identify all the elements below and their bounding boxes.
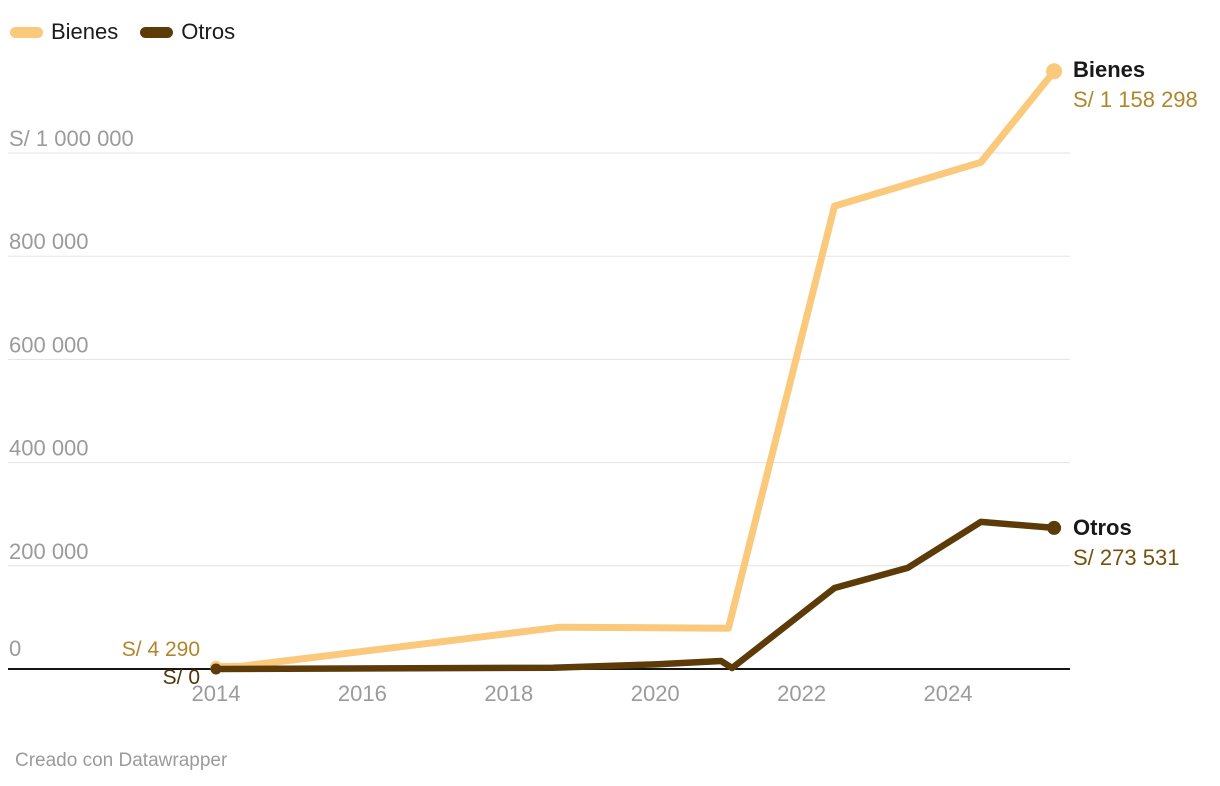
series-end-value-bienes: S/ 1 158 298 — [1073, 87, 1198, 112]
data-point-end-otros[interactable] — [1047, 520, 1062, 535]
y-axis-tick-label: 0 — [9, 636, 21, 661]
x-axis-tick-label: 2020 — [631, 681, 680, 706]
legend: Bienes Otros — [10, 19, 235, 45]
legend-label-otros: Otros — [181, 19, 236, 44]
series-start-label-otros: S/ 0 — [162, 666, 200, 689]
series-end-name-otros: Otros — [1073, 515, 1132, 540]
series-end-name-bienes: Bienes — [1073, 57, 1146, 82]
x-axis-tick-label: 2016 — [338, 681, 387, 706]
legend-swatch-bienes — [10, 26, 43, 38]
data-point-start-otros[interactable] — [210, 663, 222, 675]
series-start-label-bienes: S/ 4 290 — [121, 638, 200, 661]
y-axis-tick-label: 200 000 — [9, 539, 89, 564]
legend-item-otros: Otros — [140, 19, 235, 45]
series-line-bienes[interactable] — [212, 67, 1058, 671]
series-end-label-otros: Otros S/ 273 531 — [1073, 513, 1179, 573]
y-axis-tick-label: 800 000 — [9, 229, 89, 254]
datawrapper-credit[interactable]: Creado con Datawrapper — [15, 750, 228, 771]
x-axis-tick-label: 2024 — [924, 681, 973, 706]
y-axis-tick-label: 400 000 — [9, 436, 89, 461]
legend-swatch-otros — [140, 26, 174, 38]
data-point-end-bienes[interactable] — [1046, 63, 1063, 80]
x-axis-tick-label: 2014 — [192, 681, 241, 706]
y-axis-tick-label: 600 000 — [9, 332, 89, 357]
series-end-label-bienes: Bienes S/ 1 158 298 — [1073, 55, 1198, 115]
series-end-value-otros: S/ 273 531 — [1073, 545, 1180, 570]
series-line-otros[interactable] — [212, 518, 1058, 673]
y-axis-tick-label: S/ 1 000 000 — [9, 126, 134, 151]
x-axis-tick-label: 2018 — [484, 681, 533, 706]
legend-item-bienes: Bienes — [10, 19, 118, 45]
x-axis-tick-label: 2022 — [777, 681, 826, 706]
legend-label-bienes: Bienes — [51, 19, 119, 44]
